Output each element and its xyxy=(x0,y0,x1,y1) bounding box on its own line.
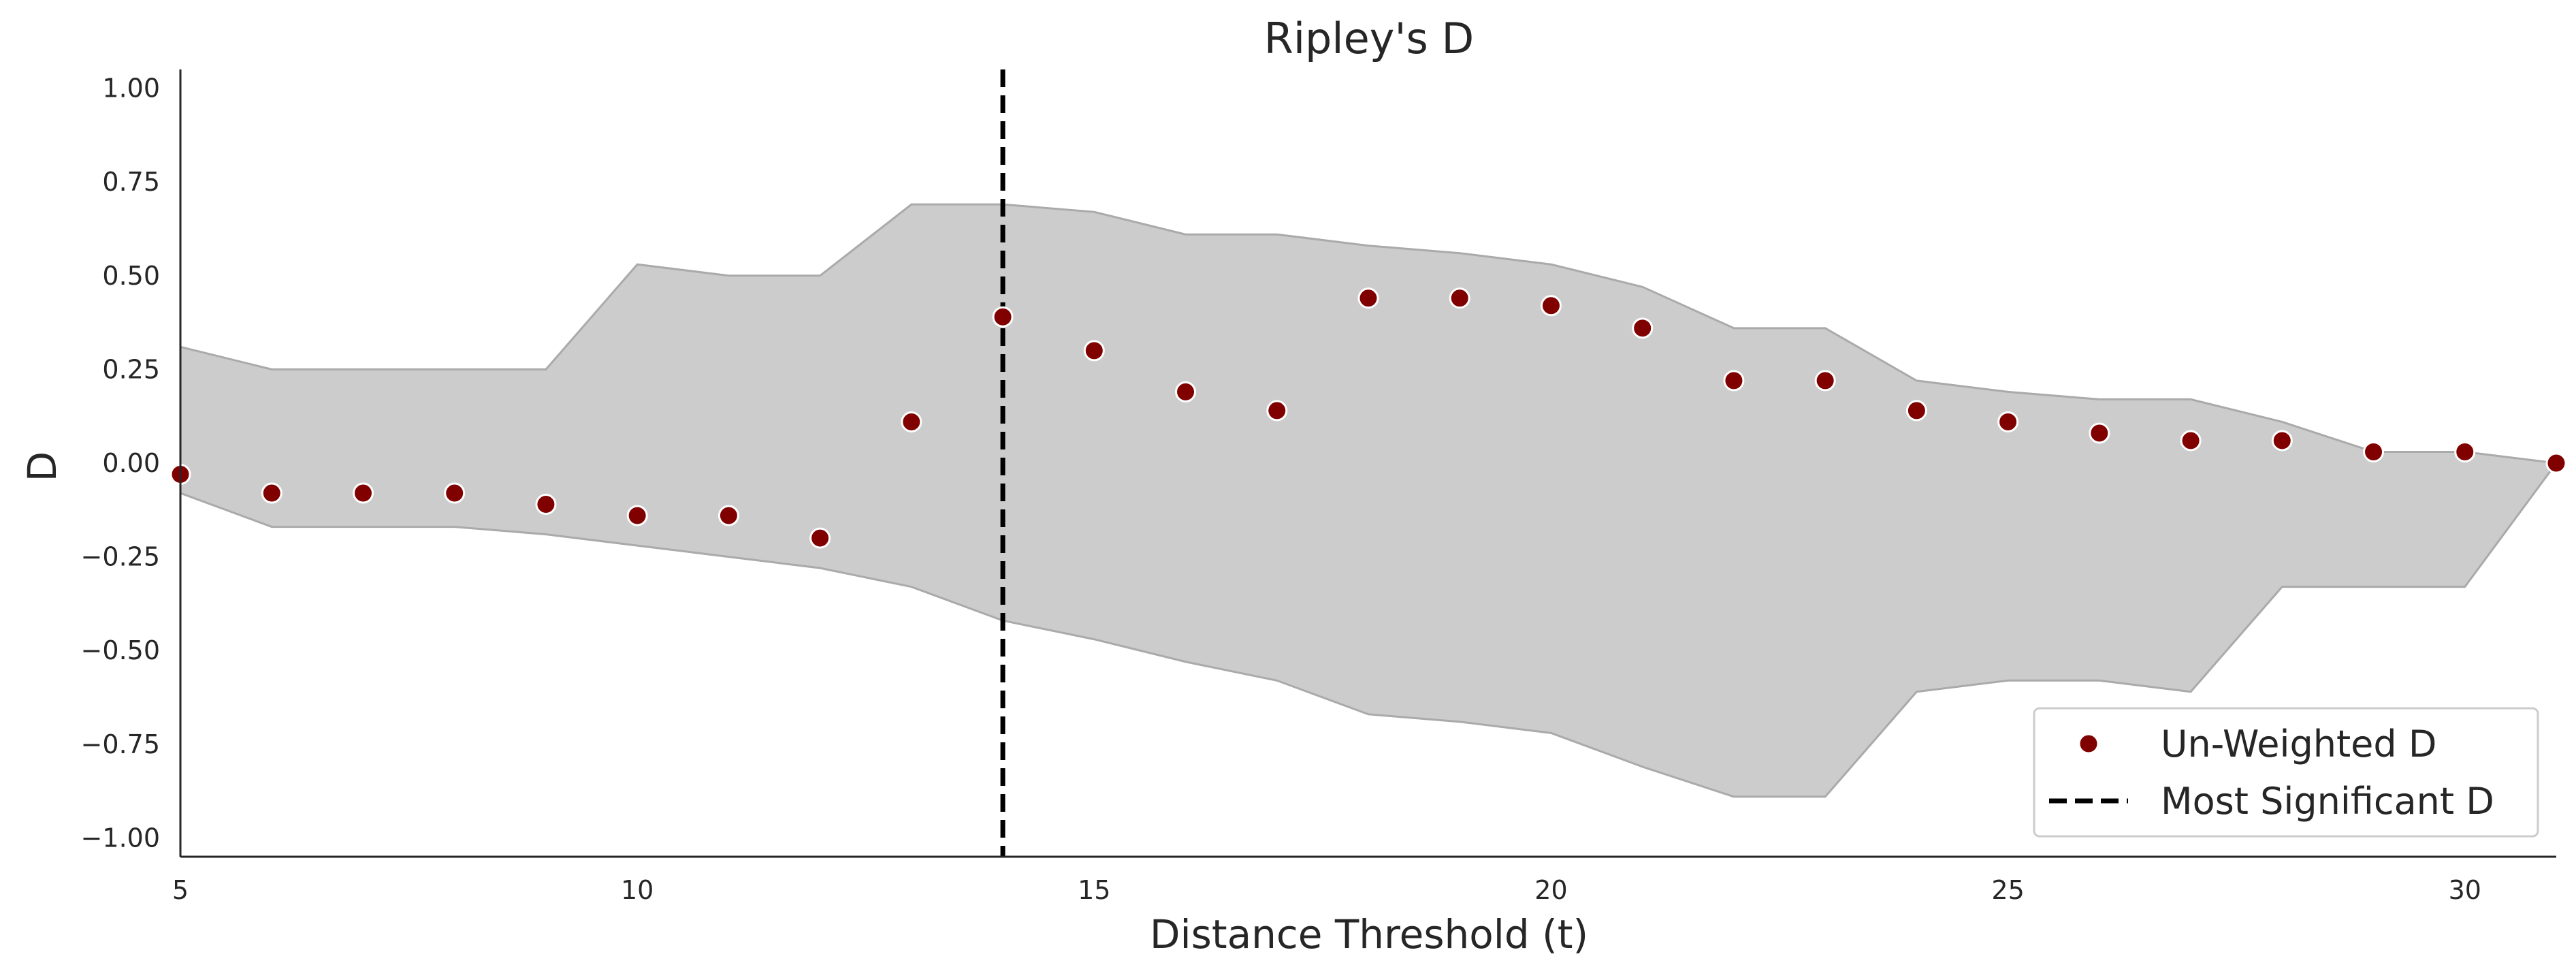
data-point xyxy=(626,505,648,526)
data-point xyxy=(2545,452,2567,474)
confidence-envelope xyxy=(179,203,2558,798)
data-point xyxy=(1083,340,1105,362)
ticks-layer: 5 10 15 20 25 30 1.00 0.75 0.50 0.25 0.00 −0.25 −0.5… xyxy=(81,74,2481,905)
x-axis-label: Distance Threshold (t) xyxy=(1150,911,1588,958)
y-tick-label: 0.50 xyxy=(102,261,160,291)
legend-box xyxy=(2033,707,2539,838)
y-tick-label: 0.25 xyxy=(102,354,160,384)
legend-label-unweighted: Un-Weighted D xyxy=(2161,723,2436,765)
y-tick-label: 1.00 xyxy=(102,74,160,104)
data-point xyxy=(1357,287,1379,309)
x-tick-label: 25 xyxy=(1991,875,2024,905)
data-point xyxy=(1632,317,1654,339)
x-tick-label: 10 xyxy=(621,875,654,905)
x-tick-label: 5 xyxy=(172,875,189,905)
envelope-layer xyxy=(179,203,2558,798)
y-tick-label: 0.00 xyxy=(102,448,160,478)
y-tick-label: −0.50 xyxy=(81,635,160,665)
data-point xyxy=(1449,287,1470,309)
axes-layer xyxy=(179,69,2556,858)
data-point xyxy=(1997,411,2019,432)
data-point xyxy=(1175,381,1197,402)
data-point xyxy=(261,482,283,504)
y-tick-label: −0.75 xyxy=(81,729,160,759)
legend-label-most-significant: Most Significant D xyxy=(2161,780,2494,823)
x-tick-label: 15 xyxy=(1078,875,1110,905)
y-tick-label: −1.00 xyxy=(81,823,160,853)
data-point xyxy=(901,411,922,432)
data-point xyxy=(809,527,831,549)
x-tick-label: 30 xyxy=(2449,875,2481,905)
data-point xyxy=(2363,441,2385,462)
chart-title: Ripley's D xyxy=(1264,14,1475,63)
data-point xyxy=(1266,400,1288,422)
data-point xyxy=(2271,430,2293,452)
y-tick-label: −0.25 xyxy=(81,542,160,572)
legend: Un-Weighted D Most Significant D xyxy=(2033,707,2539,838)
data-point xyxy=(2089,422,2110,444)
y-axis-label: D xyxy=(19,452,65,482)
data-point xyxy=(1540,295,1562,317)
data-point xyxy=(718,505,739,526)
data-point xyxy=(1905,400,1927,422)
data-point xyxy=(1723,370,1745,392)
data-point xyxy=(444,482,466,504)
data-point xyxy=(1814,370,1836,392)
data-point xyxy=(992,306,1014,328)
data-point xyxy=(2454,441,2476,462)
data-point xyxy=(535,494,557,516)
data-point xyxy=(2180,430,2202,452)
y-tick-label: 0.75 xyxy=(102,167,160,197)
points-layer xyxy=(170,287,2567,549)
legend-marker-unweighted xyxy=(2078,733,2099,755)
x-tick-label: 20 xyxy=(1534,875,1567,905)
data-point xyxy=(352,482,374,504)
